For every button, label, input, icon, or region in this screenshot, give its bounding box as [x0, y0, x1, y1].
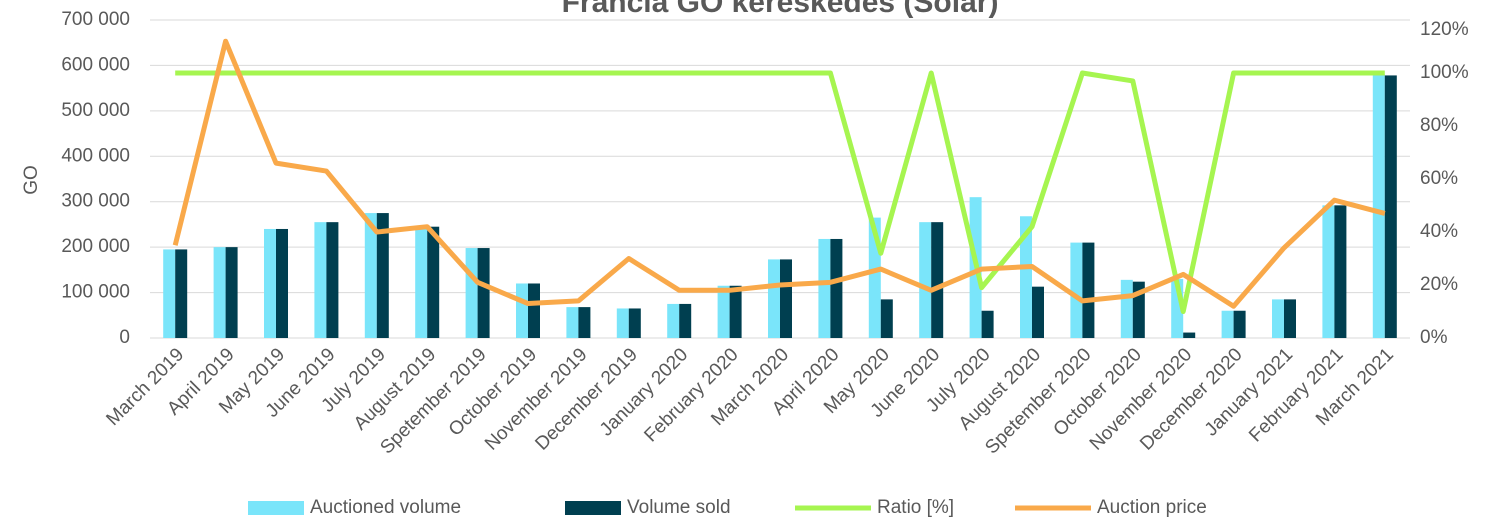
bar	[225, 247, 238, 338]
x-tick-label: October 2019	[445, 344, 541, 440]
bar	[919, 222, 932, 338]
bar	[326, 222, 339, 338]
bar	[276, 228, 288, 338]
bar	[717, 285, 730, 338]
bar	[1272, 299, 1284, 338]
y2-tick-label: 20%	[1420, 274, 1458, 295]
y-tick-label: 200 000	[61, 236, 130, 257]
bar	[768, 259, 780, 338]
bar	[1322, 205, 1335, 338]
bar	[364, 213, 377, 338]
bar	[1020, 216, 1032, 338]
bar	[1221, 310, 1234, 338]
bar	[314, 222, 327, 338]
y-tick-label: 400 000	[61, 145, 130, 166]
bar	[213, 247, 226, 338]
bar	[1183, 332, 1196, 338]
bar	[376, 213, 389, 338]
bar	[163, 249, 176, 338]
bar	[415, 226, 428, 338]
y2-tick-label: 120%	[1420, 19, 1469, 40]
bar	[1334, 205, 1347, 338]
bar	[616, 308, 629, 338]
bar	[566, 307, 579, 338]
bar	[477, 248, 490, 338]
bar	[427, 226, 440, 338]
x-tick-label: January 2020	[596, 344, 692, 440]
bar	[264, 228, 276, 338]
y-tick-label: 700 000	[61, 9, 130, 30]
y-tick-label: 100 000	[61, 282, 130, 303]
line-series	[175, 70, 1385, 314]
y2-tick-label: 60%	[1420, 168, 1458, 189]
y2-tick-label: 100%	[1420, 62, 1469, 83]
bar	[1233, 310, 1246, 338]
bar	[830, 238, 843, 338]
y-tick-label: 0	[119, 327, 130, 348]
bar	[981, 310, 994, 338]
bar	[818, 238, 831, 338]
x-tick-label: January 2021	[1201, 344, 1297, 440]
legend-label: Auction price	[1097, 497, 1207, 518]
bar	[175, 249, 188, 338]
bar	[1082, 242, 1095, 338]
bar	[528, 283, 540, 338]
chart-title: Francia GO kereskedés (Solar)	[562, 0, 999, 19]
bar	[516, 283, 528, 338]
y-tick-label: 300 000	[61, 191, 130, 212]
legend-label: Volume sold	[627, 497, 731, 518]
bar	[578, 307, 591, 338]
bar	[679, 303, 692, 338]
y-axis-label: GO	[21, 165, 42, 195]
line-series	[172, 38, 1386, 309]
bar	[1372, 74, 1385, 338]
bar	[1032, 286, 1044, 338]
y2-tick-label: 40%	[1420, 221, 1458, 242]
bar	[931, 222, 944, 338]
y-tick-label: 600 000	[61, 54, 130, 75]
bar	[1384, 75, 1397, 339]
legend-swatch	[565, 501, 621, 515]
bar	[667, 303, 680, 338]
legend-swatch	[248, 501, 304, 515]
y2-tick-label: 0%	[1420, 327, 1448, 348]
bar	[628, 308, 641, 338]
y-tick-label: 500 000	[61, 100, 130, 121]
bar	[880, 299, 893, 338]
bar	[1284, 299, 1296, 338]
bar	[1070, 242, 1083, 338]
legend-label: Ratio [%]	[877, 497, 954, 518]
bar	[1120, 279, 1133, 338]
bar	[780, 259, 792, 338]
y2-tick-label: 80%	[1420, 115, 1458, 136]
bar	[465, 248, 478, 338]
bar	[729, 285, 742, 338]
x-tick-label: October 2020	[1050, 344, 1146, 440]
legend-label: Auctioned volume	[310, 497, 461, 518]
